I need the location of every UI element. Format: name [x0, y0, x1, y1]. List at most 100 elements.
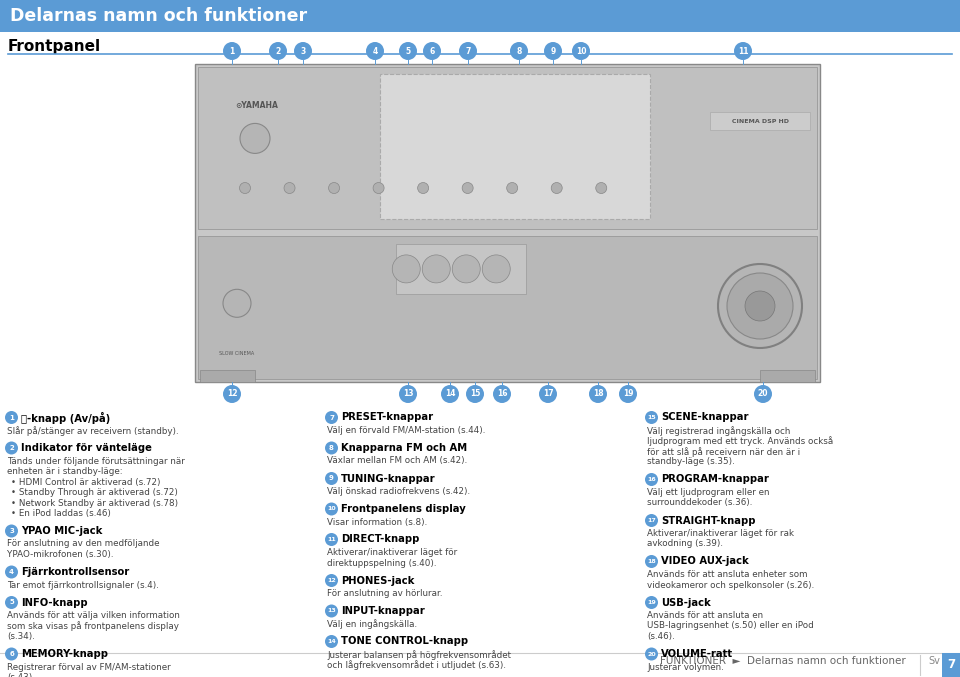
- Circle shape: [462, 183, 473, 194]
- Circle shape: [223, 289, 251, 318]
- Text: avkodning (s.39).: avkodning (s.39).: [647, 540, 723, 548]
- Circle shape: [5, 565, 18, 579]
- Text: 19: 19: [623, 389, 634, 399]
- Text: (s.43).: (s.43).: [7, 673, 35, 677]
- Text: 11: 11: [737, 47, 748, 56]
- Bar: [200, 370, 255, 382]
- Text: 18: 18: [647, 559, 656, 564]
- Text: Sv: Sv: [928, 656, 940, 666]
- Text: 11: 11: [327, 537, 336, 542]
- Text: 6: 6: [429, 47, 435, 56]
- Bar: [942, 653, 960, 677]
- Circle shape: [325, 533, 338, 546]
- Text: 15: 15: [647, 415, 656, 420]
- Circle shape: [294, 42, 312, 60]
- Circle shape: [5, 647, 18, 661]
- Text: INPUT-knappar: INPUT-knappar: [341, 606, 424, 616]
- Text: 18: 18: [592, 389, 603, 399]
- Text: STRAIGHT-knapp: STRAIGHT-knapp: [661, 515, 756, 525]
- Circle shape: [325, 441, 338, 454]
- Text: 14: 14: [327, 639, 336, 644]
- Text: Fjärrkontrollsensor: Fjärrkontrollsensor: [21, 567, 130, 577]
- Text: 8: 8: [329, 445, 334, 451]
- Text: 16: 16: [496, 389, 507, 399]
- Text: USB-jack: USB-jack: [661, 598, 710, 607]
- Text: 15: 15: [469, 389, 480, 399]
- Text: 12: 12: [227, 389, 237, 399]
- Circle shape: [619, 385, 637, 403]
- Text: 17: 17: [542, 389, 553, 399]
- Text: ljudprogram med ett tryck. Används också: ljudprogram med ett tryck. Används också: [647, 437, 833, 446]
- Text: Tar emot fjärrkontrollsignaler (s.4).: Tar emot fjärrkontrollsignaler (s.4).: [7, 580, 158, 590]
- Circle shape: [645, 514, 658, 527]
- Text: 5: 5: [10, 600, 13, 605]
- Text: VIDEO AUX-jack: VIDEO AUX-jack: [661, 556, 749, 567]
- Bar: [198, 236, 817, 379]
- Text: PRESET-knappar: PRESET-knappar: [341, 412, 433, 422]
- Text: För anslutning av hörlurar.: För anslutning av hörlurar.: [327, 589, 443, 598]
- Circle shape: [325, 574, 338, 587]
- Text: Välj ett ljudprogram eller en: Välj ett ljudprogram eller en: [647, 488, 770, 497]
- Text: 6: 6: [10, 651, 13, 657]
- Circle shape: [544, 42, 562, 60]
- Circle shape: [325, 411, 338, 424]
- Circle shape: [239, 183, 251, 194]
- Text: 13: 13: [327, 609, 336, 613]
- Text: surrounddekoder (s.36).: surrounddekoder (s.36).: [647, 498, 753, 508]
- Text: CINEMA DSP HD: CINEMA DSP HD: [732, 118, 788, 124]
- Text: 3: 3: [9, 528, 14, 534]
- Circle shape: [482, 255, 511, 283]
- Text: • Network Standby är aktiverad (s.78): • Network Standby är aktiverad (s.78): [11, 498, 179, 508]
- Text: DIRECT-knapp: DIRECT-knapp: [341, 535, 420, 544]
- Circle shape: [539, 385, 557, 403]
- Text: TUNING-knappar: TUNING-knappar: [341, 473, 436, 483]
- Circle shape: [734, 42, 752, 60]
- Text: • Standby Through är aktiverad (s.72): • Standby Through är aktiverad (s.72): [11, 488, 178, 497]
- Circle shape: [645, 596, 658, 609]
- Text: 4: 4: [372, 47, 377, 56]
- Circle shape: [373, 183, 384, 194]
- Circle shape: [596, 183, 607, 194]
- Text: Justerar balansen på högfrekvensområdet: Justerar balansen på högfrekvensområdet: [327, 650, 511, 660]
- Circle shape: [551, 183, 563, 194]
- Text: videokameror och spelkonsoler (s.26).: videokameror och spelkonsoler (s.26).: [647, 580, 814, 590]
- Bar: [760, 370, 815, 382]
- Text: 2: 2: [10, 445, 13, 451]
- Text: 2: 2: [276, 47, 280, 56]
- Circle shape: [325, 472, 338, 485]
- Text: 3: 3: [300, 47, 305, 56]
- Text: PROGRAM-knappar: PROGRAM-knappar: [661, 475, 769, 485]
- Circle shape: [589, 385, 607, 403]
- Text: Slår på/stänger av receivern (standby).: Slår på/stänger av receivern (standby).: [7, 426, 179, 436]
- Text: • En iPod laddas (s.46): • En iPod laddas (s.46): [11, 509, 110, 518]
- Text: 9: 9: [550, 47, 556, 56]
- Text: och lågfrekvensområdet i utljudet (s.63).: och lågfrekvensområdet i utljudet (s.63)…: [327, 661, 506, 670]
- Circle shape: [510, 42, 528, 60]
- Text: SCENE-knappar: SCENE-knappar: [661, 412, 749, 422]
- Circle shape: [5, 596, 18, 609]
- Text: Används för att ansluta en: Används för att ansluta en: [647, 611, 763, 620]
- Circle shape: [5, 411, 18, 424]
- Text: 1: 1: [9, 414, 14, 420]
- Circle shape: [223, 385, 241, 403]
- Text: USB-lagringsenhet (s.50) eller en iPod: USB-lagringsenhet (s.50) eller en iPod: [647, 621, 814, 630]
- Bar: [710, 112, 810, 130]
- Text: (s.34).: (s.34).: [7, 632, 35, 641]
- Text: 20: 20: [647, 651, 656, 657]
- Text: 7: 7: [329, 414, 334, 420]
- Text: Justerar volymen.: Justerar volymen.: [647, 663, 724, 672]
- Text: 17: 17: [647, 518, 656, 523]
- Text: Välj en förvald FM/AM-station (s.44).: Välj en förvald FM/AM-station (s.44).: [327, 426, 486, 435]
- Circle shape: [645, 647, 658, 661]
- Text: 12: 12: [327, 578, 336, 583]
- Circle shape: [418, 183, 428, 194]
- Circle shape: [441, 385, 459, 403]
- Text: SLOW CINEMA: SLOW CINEMA: [220, 351, 254, 356]
- Text: 19: 19: [647, 600, 656, 605]
- Circle shape: [423, 42, 441, 60]
- Bar: [195, 64, 820, 382]
- Bar: [198, 67, 817, 230]
- Text: standby-läge (s.35).: standby-läge (s.35).: [647, 458, 734, 466]
- Text: (s.46).: (s.46).: [647, 632, 675, 641]
- Text: Aktiverar/inaktiverar läget för rak: Aktiverar/inaktiverar läget för rak: [647, 529, 794, 538]
